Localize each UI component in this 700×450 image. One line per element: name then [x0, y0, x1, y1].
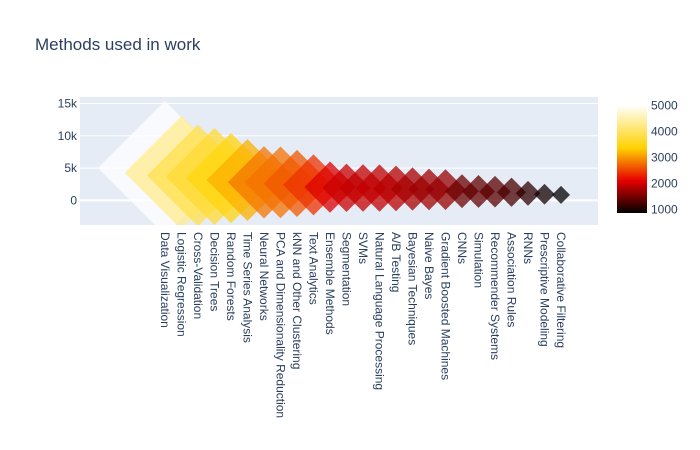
x-tick-label: Collaborative Filtering	[554, 232, 568, 348]
chart-title: Methods used in work	[35, 35, 201, 54]
x-tick-label: Neural Networks	[257, 232, 271, 321]
colorbar: 1000 2000 3000 4000 5000	[617, 99, 678, 216]
x-tick-label: Segmentation	[340, 232, 354, 306]
x-tick-label: Cross-Validation	[191, 232, 205, 319]
x-tick-label: Text Analytics	[307, 232, 321, 305]
y-tick-label: 5k	[64, 161, 78, 175]
data-point	[552, 185, 570, 204]
x-tick-label: Natural Language Processing	[373, 232, 387, 390]
x-tick-label: Association Rules	[505, 232, 519, 327]
x-tick-label: PCA and Dimensionality Reduction	[274, 232, 288, 418]
x-tick-label: Time Series Analysis	[241, 232, 255, 343]
colorbar-tick-label: 1000	[651, 202, 678, 216]
colorbar-gradient	[617, 105, 647, 213]
x-tick-label: Random Forests	[224, 232, 238, 321]
data-point	[515, 180, 541, 206]
data-point	[534, 183, 555, 205]
colorbar-tick-label: 5000	[651, 99, 678, 113]
colorbar-tick-label: 3000	[651, 150, 678, 164]
y-tick-label: 15k	[58, 96, 78, 110]
x-tick-label: Decision Trees	[208, 232, 222, 311]
x-tick-label: Ensemble Methods	[323, 232, 337, 335]
data-point	[479, 175, 511, 208]
x-tick-label: kNN and Other Clustering	[290, 232, 304, 369]
x-tick-label: Naive Bayes	[422, 232, 436, 299]
data-point	[462, 175, 495, 208]
plot-area: 0 5k 10k 15k Data Visualization Logistic Regr…	[58, 96, 598, 418]
x-tick-label: Recommender Systems	[488, 232, 502, 360]
y-tick-label: 10k	[58, 129, 78, 143]
x-tick-label: RNNs	[521, 232, 535, 264]
colorbar-tick-label: 4000	[651, 125, 678, 139]
x-tick-label: A/B Testing	[389, 232, 403, 292]
data-point	[425, 169, 466, 210]
x-tick-label: Simulation	[472, 232, 486, 288]
x-tick-label: Data Visualization	[158, 232, 172, 328]
x-tick-label: Bayesian Techniques	[406, 232, 420, 345]
data-point	[496, 177, 527, 207]
colorbar-tick-label: 2000	[651, 176, 678, 190]
x-tick-label: CNNs	[455, 232, 469, 264]
x-tick-label: Gradient Boosted Machines	[439, 232, 453, 380]
x-tick-label: Logistic Regression	[175, 232, 189, 337]
y-tick-label: 0	[70, 193, 77, 207]
x-tick-label: Prescriptive Modeling	[538, 232, 552, 347]
x-tick-label: SVMs	[356, 232, 370, 264]
